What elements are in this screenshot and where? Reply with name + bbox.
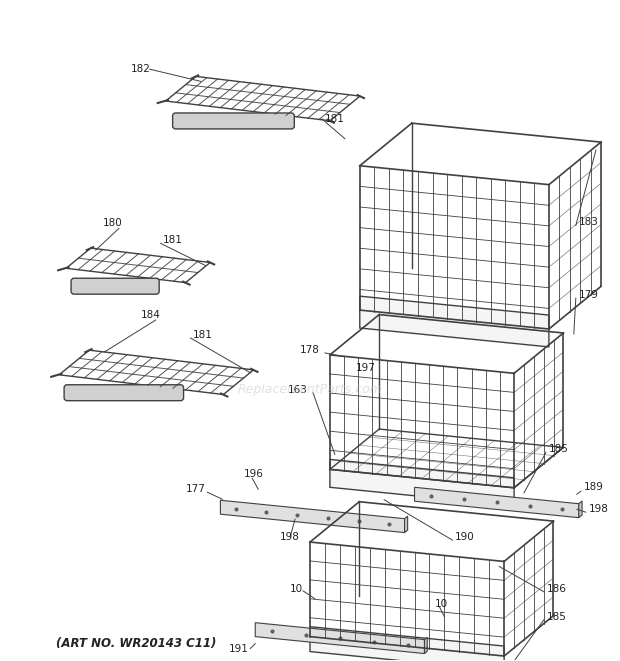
Text: 178: 178 <box>300 345 320 355</box>
Polygon shape <box>220 500 405 533</box>
Text: 190: 190 <box>454 532 474 542</box>
Text: 163: 163 <box>288 385 308 395</box>
Text: (ART NO. WR20143 C11): (ART NO. WR20143 C11) <box>56 637 216 650</box>
Text: ReplacementParts.com: ReplacementParts.com <box>237 383 383 396</box>
Text: 10: 10 <box>435 599 448 609</box>
Polygon shape <box>310 627 504 661</box>
Text: 191: 191 <box>228 644 248 654</box>
FancyBboxPatch shape <box>172 113 294 129</box>
Text: 185: 185 <box>549 444 569 455</box>
Text: 181: 181 <box>325 114 345 124</box>
Text: 179: 179 <box>579 290 599 300</box>
Text: 181: 181 <box>193 330 213 340</box>
Text: 10: 10 <box>290 584 303 594</box>
FancyBboxPatch shape <box>71 278 159 294</box>
Polygon shape <box>255 623 425 654</box>
Text: 186: 186 <box>547 584 567 594</box>
Polygon shape <box>360 296 549 347</box>
Text: 183: 183 <box>579 217 599 227</box>
Polygon shape <box>579 501 582 518</box>
Text: 184: 184 <box>141 310 161 320</box>
Text: 198: 198 <box>589 504 609 514</box>
Text: 182: 182 <box>131 64 151 74</box>
Polygon shape <box>405 516 407 533</box>
Polygon shape <box>425 637 427 654</box>
Text: 177: 177 <box>185 485 205 494</box>
Text: 196: 196 <box>244 469 264 479</box>
Text: 197: 197 <box>356 363 376 373</box>
Polygon shape <box>415 487 579 518</box>
Text: 185: 185 <box>547 611 567 622</box>
Text: 189: 189 <box>584 483 604 492</box>
Text: 198: 198 <box>280 532 300 542</box>
Text: 181: 181 <box>162 235 182 245</box>
Polygon shape <box>330 459 514 506</box>
FancyBboxPatch shape <box>64 385 184 401</box>
Text: 180: 180 <box>103 219 123 229</box>
